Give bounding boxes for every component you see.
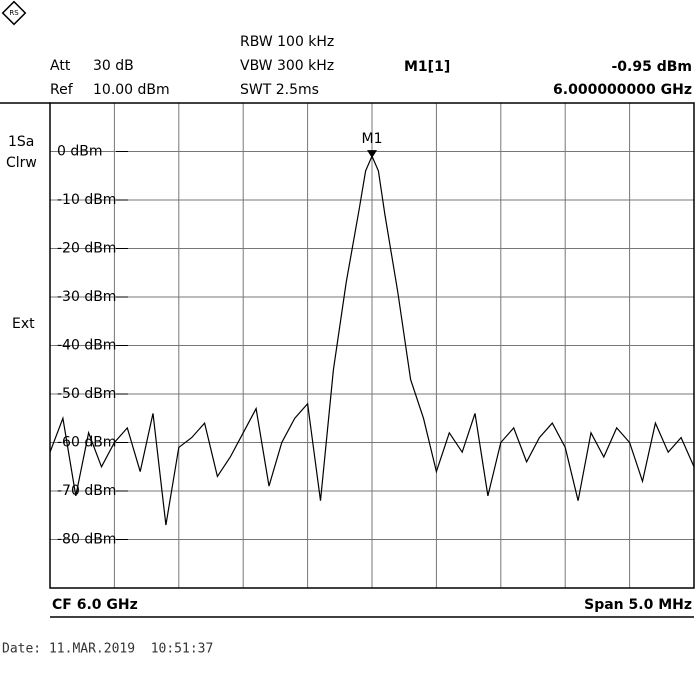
rbw: RBW 100 kHz bbox=[240, 34, 334, 50]
y-tick-label: -20 dBm bbox=[57, 241, 116, 257]
att-label: Att bbox=[50, 58, 71, 74]
span: Span 5.0 MHz bbox=[584, 597, 692, 613]
detector: Clrw bbox=[6, 155, 37, 171]
att: 30 dB bbox=[93, 58, 134, 74]
ref: 10.00 dBm bbox=[93, 82, 170, 98]
y-tick-label: 0 dBm bbox=[57, 144, 103, 160]
center-frequency: CF 6.0 GHz bbox=[52, 597, 138, 613]
vbw: VBW 300 kHz bbox=[240, 58, 334, 74]
y-tick-label: -10 dBm bbox=[57, 192, 116, 208]
marker-level: -0.95 dBm bbox=[611, 59, 692, 75]
date: Date: 11.MAR.2019 10:51:37 bbox=[2, 642, 213, 657]
trace-mode: 1Sa bbox=[8, 134, 34, 150]
marker-triangle bbox=[367, 150, 377, 159]
swt: SWT 2.5ms bbox=[240, 82, 319, 98]
plot-frame bbox=[49, 102, 695, 589]
y-tick-label: -70 dBm bbox=[57, 483, 116, 499]
y-tick-label: -50 dBm bbox=[57, 386, 116, 402]
marker-frequency: 6.000000000 GHz bbox=[553, 82, 692, 98]
y-tick-label: -30 dBm bbox=[57, 289, 116, 305]
marker-name: M1[1] bbox=[404, 59, 450, 75]
trigger: Ext bbox=[12, 316, 35, 332]
marker-label: M1 bbox=[362, 131, 383, 147]
y-tick-label: -40 dBm bbox=[57, 338, 116, 354]
ref-label: Ref bbox=[50, 82, 74, 98]
svg-text:RS: RS bbox=[9, 9, 19, 17]
y-tick-label: -80 dBm bbox=[57, 532, 116, 548]
logo: RS bbox=[1, 0, 27, 26]
